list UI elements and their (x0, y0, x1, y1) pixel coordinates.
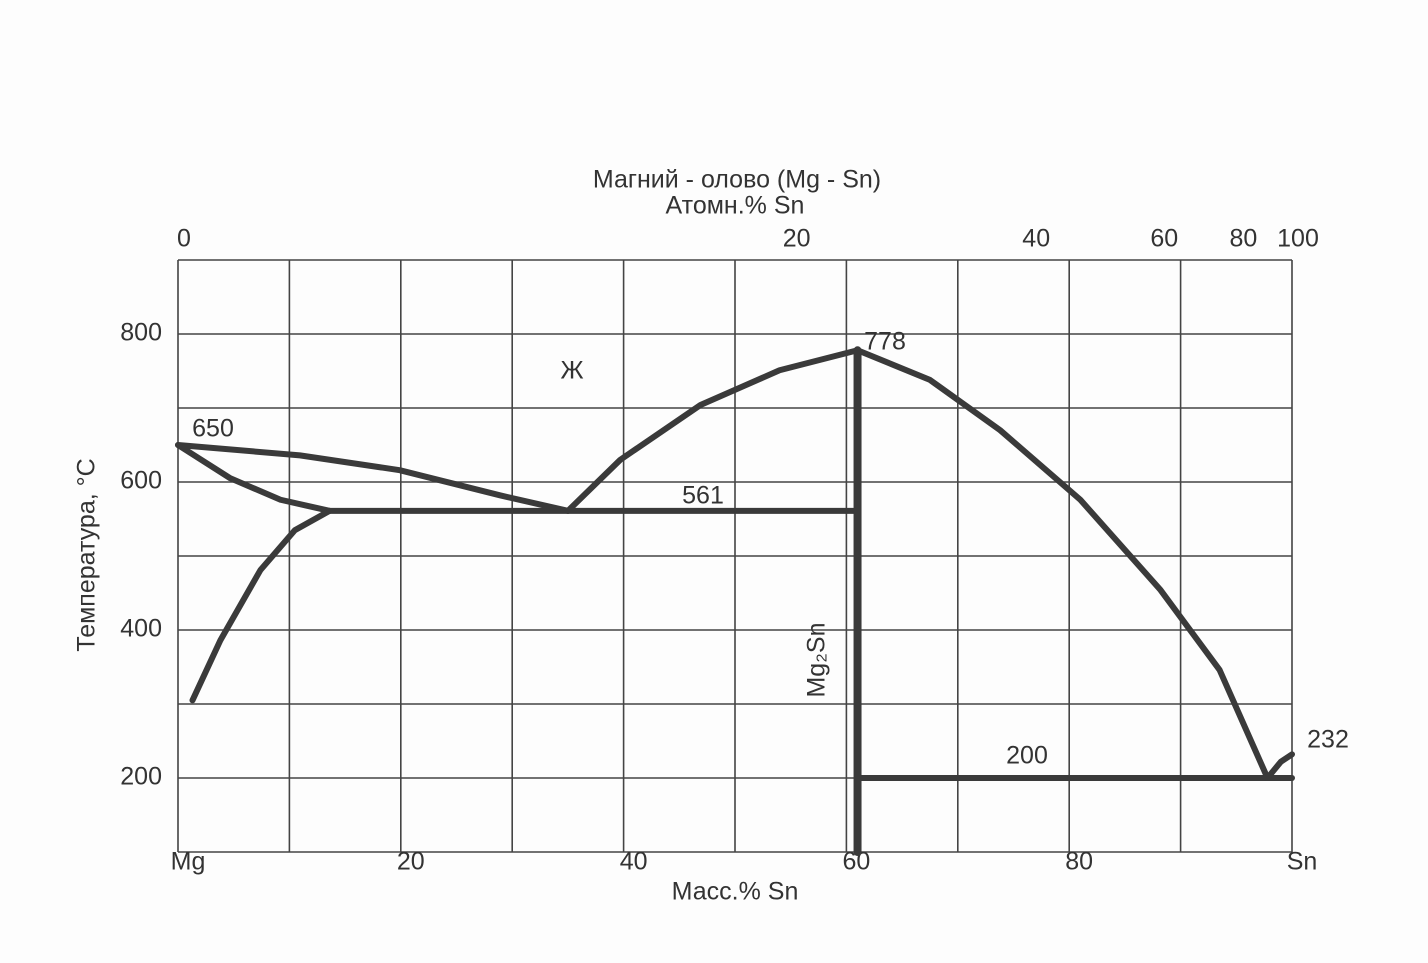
x-tick-label: 20 (397, 848, 425, 876)
x2-tick-label: 60 (1150, 225, 1178, 253)
x2-tick-label: 40 (1022, 225, 1050, 253)
phase-line (854, 347, 1271, 781)
y-tick-label: 400 (120, 615, 162, 643)
annotation: 561 (682, 482, 724, 510)
chart-title: Магний - олово (Mg - Sn) (593, 166, 881, 194)
x-tick-label: Mg (171, 848, 206, 876)
y-axis-label: Температура, °C (73, 458, 101, 651)
x2-tick-label: 0 (177, 225, 191, 253)
phase-line (1264, 751, 1295, 781)
phase-line (189, 507, 333, 704)
x2-axis-label: Атомн.% Sn (666, 192, 805, 220)
x2-tick-label: 80 (1230, 225, 1258, 253)
x-tick-label: Sn (1287, 848, 1318, 876)
x2-tick-label: 20 (783, 225, 811, 253)
x-tick-label: 40 (620, 848, 648, 876)
x-tick-label: 80 (1065, 848, 1093, 876)
annotation: 650 (192, 415, 234, 443)
phase-line (175, 442, 333, 514)
annotation: 200 (1006, 742, 1048, 770)
annotation: Ж (560, 357, 583, 385)
y-tick-label: 800 (120, 319, 162, 347)
annotation: 778 (864, 328, 906, 356)
x-axis-label: Масс.% Sn (672, 878, 799, 906)
phase-line (564, 347, 861, 514)
annotation: Mg₂Sn (803, 622, 831, 697)
y-tick-label: 200 (120, 763, 162, 791)
y-tick-label: 600 (120, 467, 162, 495)
annotation: 232 (1307, 726, 1349, 754)
phase-line (175, 442, 571, 514)
x2-tick-label: 100 (1277, 225, 1319, 253)
